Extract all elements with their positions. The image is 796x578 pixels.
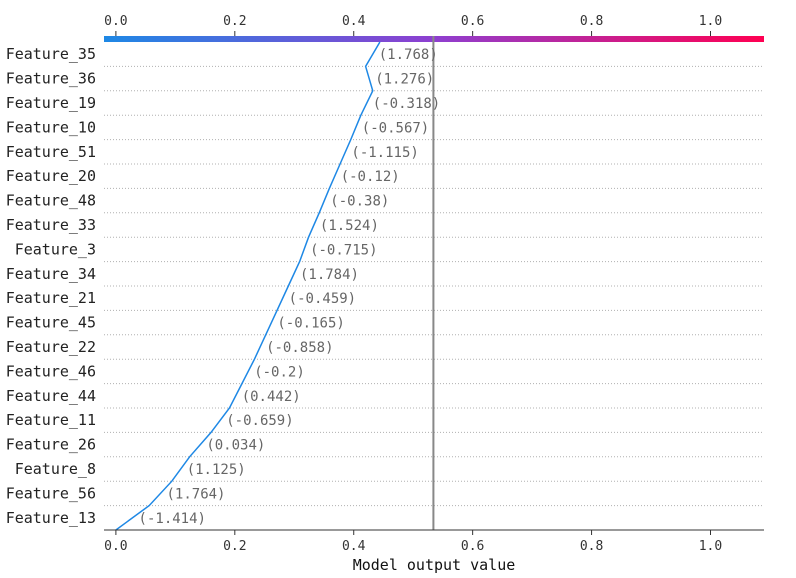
feature-value-label: (-0.2) (254, 364, 305, 380)
feature-value-label: (0.034) (206, 438, 265, 454)
feature-label: Feature_21 (6, 289, 96, 307)
bottom-tick-label: 0.4 (342, 539, 366, 554)
feature-label: Feature_45 (6, 314, 96, 332)
bottom-tick-label: 0.2 (223, 539, 246, 554)
top-tick-label: 0.4 (342, 14, 366, 29)
top-tick-label: 0.6 (461, 14, 484, 29)
feature-value-label: (-0.715) (310, 242, 377, 258)
top-tick-label: 1.0 (699, 14, 722, 29)
feature-label: Feature_33 (6, 216, 96, 234)
top-tick-label: 0.0 (104, 14, 127, 29)
feature-label: Feature_36 (6, 70, 96, 88)
feature-label: Feature_26 (6, 436, 96, 454)
feature-value-label: (-0.659) (226, 413, 293, 429)
feature-label: Feature_35 (6, 45, 96, 63)
feature-label: Feature_10 (6, 118, 96, 136)
feature-label: Feature_11 (6, 411, 96, 429)
feature-value-label: (0.442) (242, 389, 301, 405)
feature-label: Feature_44 (6, 387, 96, 405)
top-tick-label: 0.8 (580, 14, 603, 29)
feature-label: Feature_8 (15, 460, 96, 478)
bottom-axis-ticks: 0.0 0.2 0.4 0.6 0.8 1.0 (104, 530, 722, 554)
feature-value-label: (1.784) (300, 267, 359, 283)
feature-label: Feature_51 (6, 143, 96, 161)
feature-value-label: (-1.414) (139, 511, 206, 527)
feature-label: Feature_19 (6, 94, 96, 112)
bottom-tick-label: 0.8 (580, 539, 603, 554)
feature-label: Feature_34 (6, 265, 96, 283)
feature-value-label: (-0.318) (373, 96, 440, 112)
top-tick-label: 0.2 (223, 14, 246, 29)
bottom-tick-label: 0.0 (104, 539, 127, 554)
decision-path (115, 41, 381, 531)
feature-labels: Feature_35 Feature_36 Feature_19 Feature_10… (6, 45, 96, 527)
feature-value-label: (1.764) (166, 486, 225, 502)
feature-label: Feature_22 (6, 338, 96, 356)
feature-value-label: (1.524) (320, 218, 379, 234)
feature-label: Feature_13 (6, 509, 96, 527)
feature-label: Feature_46 (6, 362, 96, 380)
feature-value-label: (-0.12) (341, 169, 400, 185)
bottom-tick-label: 1.0 (699, 539, 722, 554)
bottom-tick-label: 0.6 (461, 539, 484, 554)
feature-value-label: (-1.115) (351, 145, 418, 161)
feature-value-label: (-0.38) (330, 194, 389, 210)
feature-value-label: (1.276) (375, 72, 434, 88)
feature-value-label: (-0.567) (362, 120, 429, 136)
feature-value-label: (-0.858) (266, 340, 333, 356)
feature-value-label: (-0.165) (277, 316, 344, 332)
feature-value-label: (-0.459) (289, 291, 356, 307)
feature-value-label: (1.768) (379, 47, 438, 63)
top-axis-ticks: 0.0 0.2 0.4 0.6 0.8 1.0 (104, 14, 722, 36)
feature-value-labels: (1.768) (1.276) (-0.318) (-0.567) (-1.115) (-… (139, 47, 441, 527)
x-axis-title: Model output value (353, 556, 516, 574)
feature-label: Feature_3 (15, 240, 96, 258)
feature-label: Feature_48 (6, 192, 96, 210)
feature-label: Feature_56 (6, 484, 96, 502)
feature-value-label: (1.125) (187, 462, 246, 478)
feature-label: Feature_20 (6, 167, 96, 185)
